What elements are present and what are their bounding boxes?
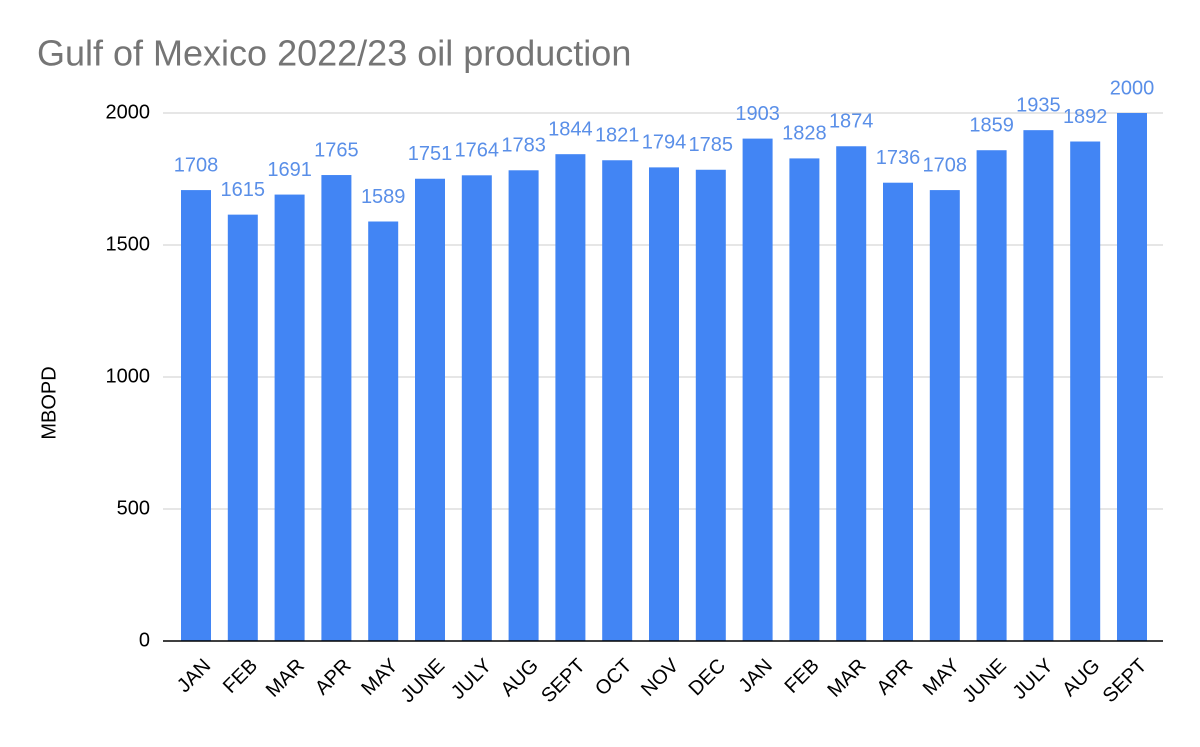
data-label: 1691 <box>267 159 312 181</box>
bar <box>1023 130 1054 641</box>
bar <box>368 221 399 641</box>
data-label: 1935 <box>1016 94 1061 116</box>
x-tick-label: JULY <box>1009 655 1058 704</box>
x-tick-label: OCT <box>591 655 636 700</box>
bar <box>883 182 913 642</box>
bar <box>321 175 352 642</box>
x-tick-label: MAY <box>357 655 402 700</box>
data-label: 1821 <box>595 125 640 147</box>
x-tick-label: JUNE <box>397 655 449 707</box>
data-label: 1859 <box>969 115 1014 137</box>
data-label: 1844 <box>548 118 593 140</box>
bar <box>555 154 586 641</box>
x-tick-label: SEPT <box>1099 655 1152 708</box>
x-tick-label: FEB <box>219 655 262 698</box>
x-tick-label: JULY <box>447 655 496 704</box>
x-tick-label: FEB <box>781 655 824 698</box>
bar <box>1117 113 1147 641</box>
x-tick-label: MAR <box>262 655 309 702</box>
data-label: 1765 <box>314 139 359 161</box>
data-label: 1785 <box>689 134 734 156</box>
data-label: 1764 <box>455 140 500 162</box>
data-label: 2000 <box>1110 77 1155 99</box>
y-tick-label: 500 <box>117 497 150 519</box>
bar <box>415 178 445 641</box>
data-label: 1708 <box>923 154 968 176</box>
y-tick-label: 0 <box>139 629 150 651</box>
bar <box>929 190 960 641</box>
y-tick-label: 1000 <box>106 365 151 387</box>
x-tick-label: MAR <box>823 655 870 702</box>
x-tick-label: NOV <box>637 654 684 701</box>
bar <box>789 158 820 641</box>
x-tick-label: APR <box>873 655 918 700</box>
bar <box>461 175 492 641</box>
data-label: 1892 <box>1063 106 1108 128</box>
bar <box>508 170 539 641</box>
bar <box>836 146 867 642</box>
data-label: 1874 <box>829 111 874 133</box>
data-label: 1903 <box>735 103 780 125</box>
bar <box>976 150 1007 641</box>
bar <box>274 194 305 642</box>
data-label: 1736 <box>876 147 921 169</box>
y-tick-label: 1500 <box>106 233 151 255</box>
data-label: 1794 <box>642 132 687 154</box>
bar <box>227 214 258 641</box>
x-tick-label: SEPT <box>537 655 590 708</box>
chart-title: Gulf of Mexico 2022/23 oil production <box>37 33 631 74</box>
x-tick-label: DEC <box>685 655 730 700</box>
data-label: 1751 <box>408 143 453 165</box>
data-label: 1708 <box>174 154 219 176</box>
bar <box>695 169 726 641</box>
bar <box>649 167 679 641</box>
x-tick-label: JAN <box>173 655 215 697</box>
y-axis-label: MBOPD <box>38 366 60 439</box>
x-tick-label: MAY <box>919 655 964 700</box>
x-tick-label: AUG <box>497 655 543 701</box>
data-label: 1589 <box>361 186 406 208</box>
y-tick-label: 2000 <box>106 101 151 123</box>
bar <box>742 138 773 641</box>
data-label: 1783 <box>501 135 546 157</box>
bar <box>1070 141 1101 641</box>
data-label: 1828 <box>782 123 827 145</box>
x-tick-label: JAN <box>735 655 777 697</box>
bar <box>602 160 633 642</box>
data-label: 1615 <box>221 179 266 201</box>
x-tick-label: JUNE <box>958 655 1010 707</box>
x-tick-label: APR <box>311 655 356 700</box>
x-tick-label: AUG <box>1058 655 1104 701</box>
bar <box>181 190 211 641</box>
